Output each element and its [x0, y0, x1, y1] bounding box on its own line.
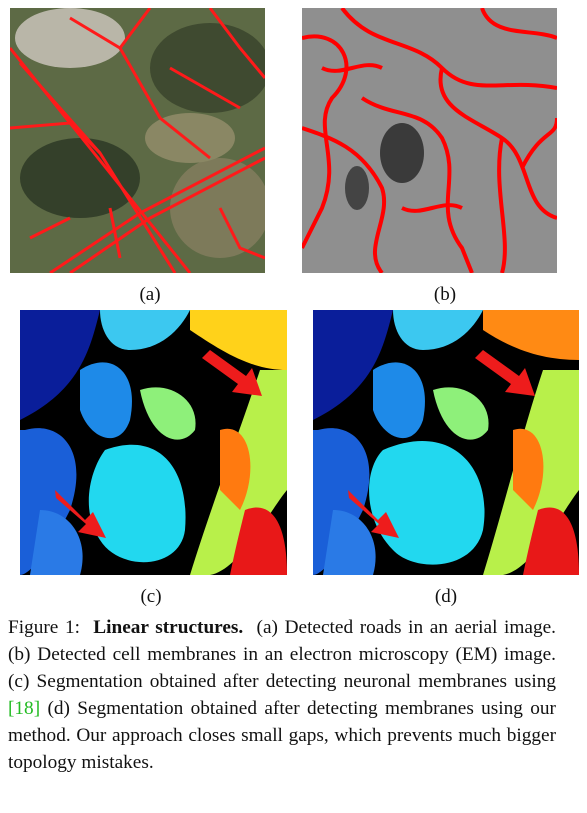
caption-label: Figure 1:	[8, 617, 80, 638]
segmentation-image	[313, 310, 579, 575]
citation[interactable]: [18]	[8, 698, 41, 719]
aerial-image	[10, 8, 265, 273]
figure-caption: Figure 1: Linear structures. (a) Detecte…	[8, 614, 556, 776]
em-image	[302, 8, 557, 273]
panel-label: (d)	[434, 586, 458, 607]
caption-title: Linear structures.	[93, 617, 244, 638]
caption-text: (a) Detected roads in an aerial image. (…	[8, 617, 556, 692]
caption-text: (d) Segmentation obtained after detectin…	[8, 698, 556, 773]
panel-label: (a)	[139, 284, 161, 305]
segmentation-image	[20, 310, 287, 575]
panel-label: (b)	[433, 284, 457, 305]
panel-label: (c)	[140, 586, 162, 607]
